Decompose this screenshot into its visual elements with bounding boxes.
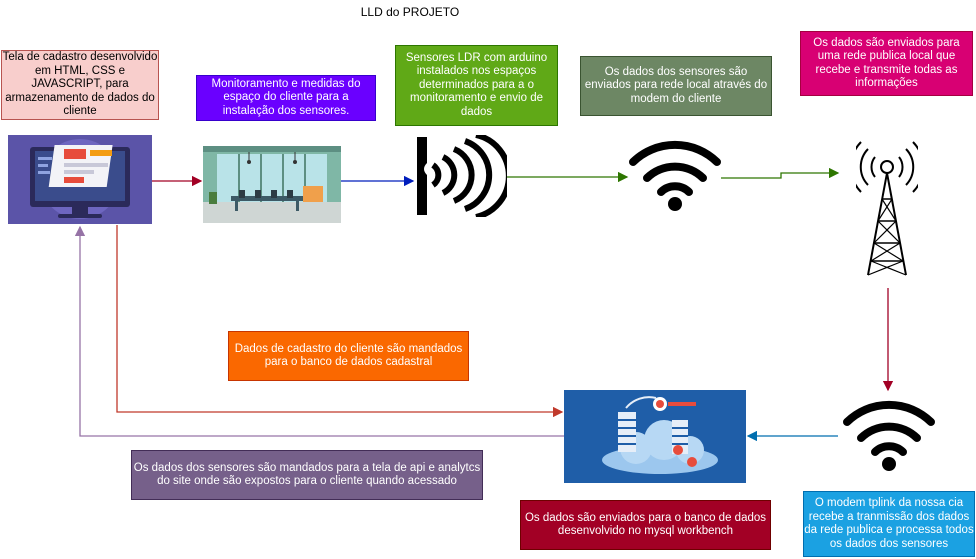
- box-api-text: Os dados dos sensores são mandados para …: [133, 461, 481, 488]
- box-rede-publica: Os dados são enviados para uma rede publ…: [800, 31, 973, 96]
- office-room-icon: [203, 146, 341, 223]
- box-monitoramento-text: Monitoramento e medidas do espaço do cli…: [211, 77, 361, 117]
- diagram-title: LLD do PROJETO: [360, 5, 460, 19]
- wifi-icon: [629, 140, 721, 212]
- box-rede-local-text: Os dados dos sensores são enviados para …: [584, 65, 768, 105]
- box-monitoramento: Monitoramento e medidas do espaço do cli…: [196, 75, 376, 121]
- box-rede-local: Os dados dos sensores são enviados para …: [580, 56, 772, 116]
- cloud-database-icon: [564, 390, 746, 483]
- edge-cadastro-banco: [116, 225, 564, 418]
- box-cadastro-text: Tela de cadastro desenvolvido em HTML, C…: [2, 51, 158, 118]
- ldr-sensor-icon: [413, 132, 512, 220]
- box-banco-cadastral-text: Dados de cadastro do cliente são mandado…: [234, 342, 463, 369]
- box-sensores-text: Sensores LDR com arduino instalados nos …: [405, 51, 548, 118]
- box-modem-text: O modem tplink da nossa cia recebe a tra…: [804, 497, 974, 550]
- box-banco-cadastral: Dados de cadastro do cliente são mandado…: [228, 331, 469, 381]
- wifi-icon: [843, 400, 935, 472]
- box-api: Os dados dos sensores são mandados para …: [131, 450, 483, 500]
- box-sensores: Sensores LDR com arduino instalados nos …: [395, 45, 558, 126]
- box-mysql-text: Os dados são enviados para o banco de da…: [524, 511, 767, 538]
- computer-screen-icon: [8, 135, 152, 224]
- edge-mysql-api: [74, 225, 564, 437]
- box-rede-publica-text: Os dados são enviados para uma rede publ…: [813, 36, 960, 90]
- edge-wifi-tower: [721, 167, 840, 179]
- box-mysql: Os dados são enviados para o banco de da…: [520, 500, 771, 550]
- box-modem: O modem tplink da nossa cia recebe a tra…: [803, 491, 975, 557]
- box-cadastro: Tela de cadastro desenvolvido em HTML, C…: [1, 50, 159, 120]
